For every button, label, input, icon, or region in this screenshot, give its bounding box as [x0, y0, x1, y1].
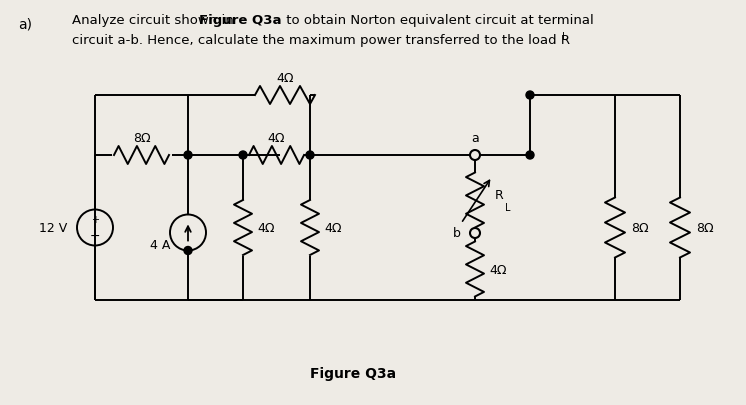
Text: R: R — [495, 189, 504, 202]
Text: Analyze circuit shown in: Analyze circuit shown in — [72, 14, 238, 27]
Text: a): a) — [18, 18, 32, 32]
Text: a: a — [471, 131, 479, 144]
Text: b: b — [453, 227, 461, 240]
Circle shape — [239, 151, 247, 160]
Text: 4 A: 4 A — [150, 239, 170, 252]
Circle shape — [184, 151, 192, 160]
Text: 4Ω: 4Ω — [324, 222, 342, 234]
Text: Figure Q3a: Figure Q3a — [310, 366, 396, 380]
Text: 4Ω: 4Ω — [257, 222, 275, 234]
Text: +: + — [91, 215, 99, 225]
Circle shape — [526, 92, 534, 100]
Circle shape — [306, 151, 314, 160]
Text: 8Ω: 8Ω — [133, 131, 150, 144]
Circle shape — [526, 151, 534, 160]
Text: to obtain Norton equivalent circuit at terminal: to obtain Norton equivalent circuit at t… — [282, 14, 594, 27]
Text: circuit a-b. Hence, calculate the maximum power transferred to the load R: circuit a-b. Hence, calculate the maximu… — [72, 34, 570, 47]
Circle shape — [184, 247, 192, 255]
Text: 8Ω: 8Ω — [696, 222, 714, 234]
Text: 8Ω: 8Ω — [631, 222, 648, 234]
Text: 12 V: 12 V — [39, 222, 67, 234]
Text: L: L — [505, 202, 510, 213]
Text: Figure Q3a: Figure Q3a — [199, 14, 281, 27]
Text: −: − — [90, 230, 100, 243]
Text: 4Ω: 4Ω — [276, 71, 294, 84]
Text: 4Ω: 4Ω — [268, 131, 285, 144]
Text: 4Ω: 4Ω — [489, 263, 507, 276]
Text: L: L — [562, 32, 568, 42]
